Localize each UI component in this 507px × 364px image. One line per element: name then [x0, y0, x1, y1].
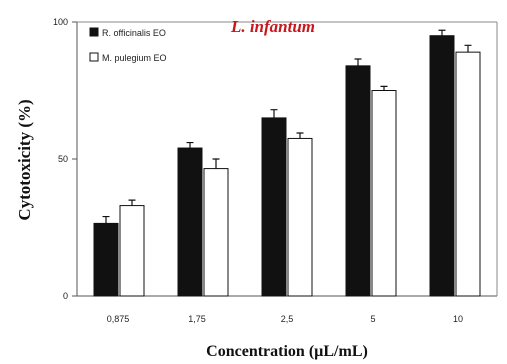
x-tick-label: 1,75 [188, 314, 206, 324]
error-bar-r-officinalis [186, 141, 194, 149]
bars-layer [93, 29, 481, 297]
legend-label-m-pulegium: M. pulegium EO [102, 53, 167, 63]
legend-swatch-r-officinalis [89, 27, 99, 37]
bar-m-pulegium [371, 90, 397, 297]
error-bar-m-pulegium [380, 85, 388, 91]
bar-r-officinalis [429, 35, 455, 297]
chart-title: L. infantum [230, 17, 315, 36]
bar-m-pulegium [203, 168, 229, 297]
x-tick-label: 2,5 [281, 314, 294, 324]
bar-r-officinalis [177, 147, 203, 297]
error-bar-r-officinalis [354, 58, 362, 66]
bar-m-pulegium [455, 51, 481, 297]
error-bar-m-pulegium [296, 132, 304, 139]
x-tick-label: 5 [370, 314, 375, 324]
bar-r-officinalis [261, 117, 287, 297]
error-bar-m-pulegium [464, 44, 472, 53]
bar-r-officinalis [345, 65, 371, 297]
x-axis-label: Concentration (µL/mL) [206, 343, 368, 360]
error-bar-r-officinalis [102, 215, 110, 224]
y-tick-label-100: 100 [53, 17, 68, 27]
error-bar-m-pulegium [212, 158, 220, 169]
bar-m-pulegium [287, 137, 313, 297]
y-axis-label: Cytotoxicity (%) [15, 99, 34, 220]
y-tick-label-0: 0 [63, 291, 68, 301]
y-tick-label-50: 50 [58, 154, 68, 164]
legend-label-r-officinalis: R. officinalis EO [102, 28, 166, 38]
error-bar-r-officinalis [438, 29, 446, 36]
x-tick-label: 0,875 [107, 314, 130, 324]
error-bar-r-officinalis [270, 109, 278, 118]
x-tick-label: 10 [453, 314, 463, 324]
legend-swatch-m-pulegium [89, 52, 99, 62]
bar-m-pulegium [119, 205, 145, 297]
bar-r-officinalis [93, 222, 119, 297]
error-bar-m-pulegium [128, 199, 136, 206]
